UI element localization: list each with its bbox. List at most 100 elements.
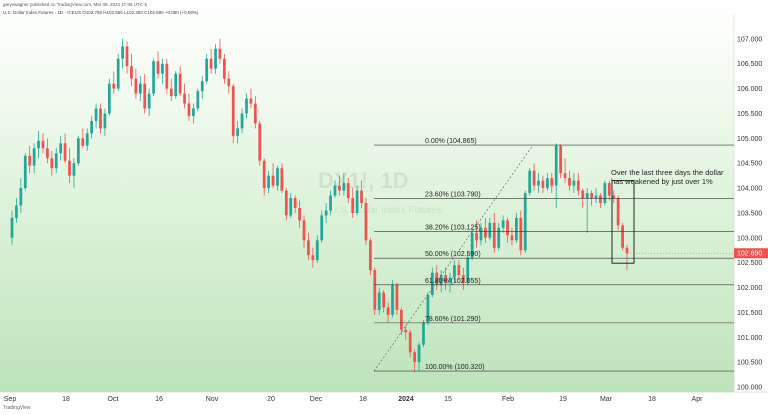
candle-body [262,160,266,189]
candle-body [621,225,624,248]
candle-body [599,195,602,203]
candle-body [315,240,319,261]
candle-body [435,272,439,286]
candle-body [355,190,359,213]
candle-body [417,344,421,363]
x-tick-label: 19 [559,396,567,403]
candle-body [399,309,403,330]
candle-body [484,227,487,238]
price-axis-panel [734,0,768,392]
y-tick-label: 104.000 [737,186,762,193]
candle-body [218,48,222,59]
y-tick-label: 101.000 [737,335,762,342]
annotation-text: Over the last three days the dollar has … [611,168,724,186]
candle-body [523,193,527,251]
candle-body [492,222,496,248]
candle-body [501,220,505,228]
candle-body [15,205,18,218]
candle-body [515,217,518,241]
candle-body [90,120,94,134]
fib-level-label: 0.00% (104.865) [425,138,477,145]
candle-body [532,170,536,186]
x-tick-label: Mar [600,396,613,403]
candle-body [223,58,226,79]
y-tick-label: 103.000 [737,235,762,242]
fib-level-label: 50.00% (102.590) [425,251,481,258]
candle-body [528,170,532,194]
watermark-name: U.S. Dollar Index Futures [330,205,443,216]
watermark-symbol: DX1!, 1D [318,168,409,193]
candle-body [430,272,434,296]
candle-body [439,275,443,286]
y-tick-label: 103.500 [737,210,762,217]
y-tick-label: 105.500 [737,111,762,118]
candle-body [386,307,390,315]
candle-body [466,257,470,283]
x-tick-label: Oct [108,396,119,403]
candle-body [293,198,297,208]
candle-body [311,255,315,261]
candle-body [346,183,350,199]
candle-body [125,46,129,67]
candle-body [68,160,71,176]
x-tick-label: Dec [310,396,323,403]
candle-body [23,155,27,189]
candle-body [54,153,58,169]
candle-body [121,46,124,59]
candle-body [63,143,67,161]
candle-body [41,140,45,149]
candle-body [324,210,328,216]
candle-body [161,63,164,74]
candle-body [271,175,275,186]
candle-body [572,180,576,186]
y-tick-label: 102.000 [737,285,762,292]
candle-body [72,163,76,176]
candle-body [360,190,363,203]
x-tick-label: 2024 [398,396,414,403]
candle-body [227,78,231,87]
candle-body [603,183,607,203]
candle-body [174,73,178,97]
candle-body [320,215,324,241]
x-tick-label: 16 [155,396,163,403]
candle-body [373,270,377,310]
candle-body [413,352,416,363]
candle-body [506,220,509,236]
candle-body [178,73,182,94]
candle-body [143,83,147,109]
annotation-box [611,180,635,264]
candle-body [563,173,567,179]
tradingview-brand: TradingView [3,405,31,411]
candle-body [240,113,244,129]
candle-body [183,93,186,104]
candle-body [81,138,85,146]
candle-body [545,178,549,189]
symbol-line: U.S. Dollar Index Futures · 1D · ICEUS O… [3,10,199,15]
candle-body [249,98,253,104]
candle-body [594,195,598,199]
candle-body [209,58,213,69]
candle-body [107,83,111,114]
candle-body [103,113,107,129]
candle-body [369,240,372,271]
candle-body [298,207,301,221]
x-tick-label: 15 [444,396,452,403]
candle-body [559,145,563,174]
fib-level-label: 23.60% (103.790) [425,192,481,199]
last-price-badge [734,248,768,259]
candle-body [470,232,474,258]
y-tick-label: 104.500 [737,161,762,168]
last-price-label: 102.690 [737,251,762,258]
candle-body [391,285,394,315]
candle-body [568,178,571,186]
publisher-line: garyvwagner published on TradingView.com… [3,2,147,7]
candle-body [488,222,492,238]
candle-body [581,190,585,199]
x-tick-label: 18 [648,396,656,403]
candle-body [152,61,155,94]
y-tick-label: 100.000 [737,385,762,392]
x-tick-label: Nov [206,396,219,403]
candle-body [169,88,173,97]
